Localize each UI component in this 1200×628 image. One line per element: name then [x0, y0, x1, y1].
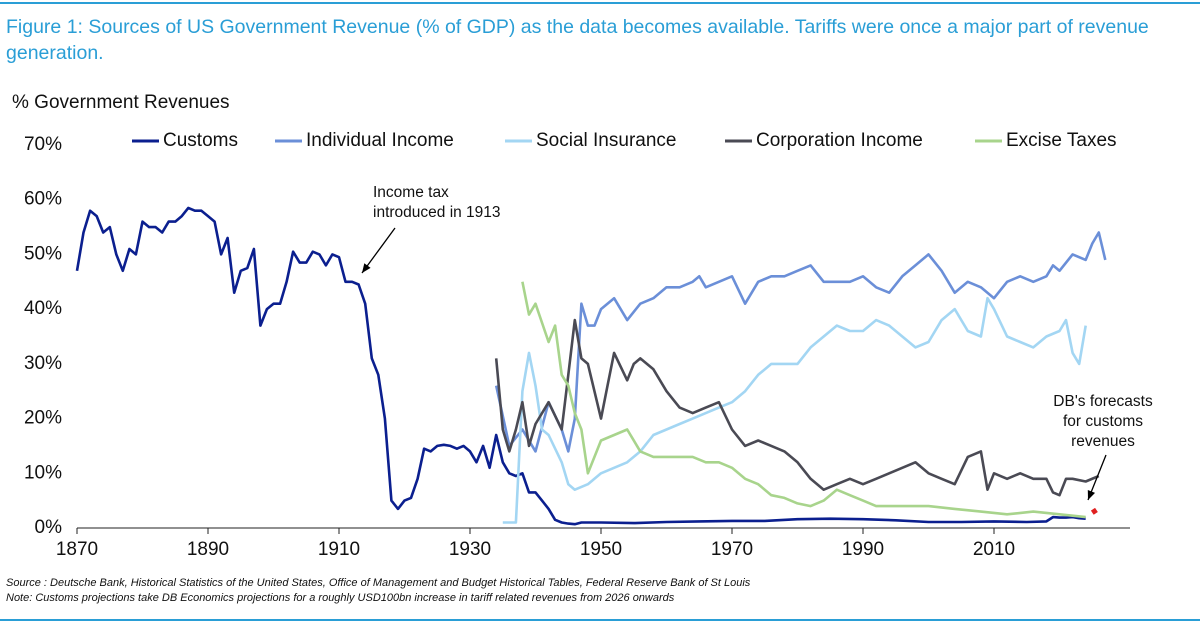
series-line [521, 281, 1086, 519]
y-tick-label: 40% [24, 298, 62, 319]
annotation: for customs [1063, 413, 1143, 430]
annotation: DB's forecasts [1053, 393, 1153, 410]
series-line [502, 296, 1087, 524]
forecast-line [1090, 506, 1101, 515]
legend-label: Excise Taxes [1006, 130, 1117, 151]
y-tick-label: 50% [24, 243, 62, 264]
annotation-arrow [361, 227, 396, 274]
x-tick-label: 1890 [187, 539, 229, 560]
arrow-head [362, 263, 371, 273]
y-tick-label: 70% [24, 134, 62, 155]
legend-label: Customs [163, 130, 238, 151]
x-tick-label: 1990 [842, 539, 884, 560]
x-tick-label: 1970 [711, 539, 753, 560]
source: Source : Deutsche Bank, Historical Stati… [6, 577, 751, 589]
x-tick-label: 1910 [318, 539, 360, 560]
x-tick-label: 1870 [56, 539, 98, 560]
legend-label: Social Insurance [536, 130, 676, 151]
y-tick-label: 10% [24, 462, 62, 483]
y-tick-label: 0% [35, 517, 63, 538]
x-tick-label: 2010 [973, 539, 1015, 560]
series-line [494, 318, 1100, 497]
x-tick-label: 1950 [580, 539, 622, 560]
y-axis-label: % Government Revenues [12, 92, 230, 113]
chart-title: Figure 1: Sources of US Government Reven… [6, 16, 1149, 64]
y-tick-label: 30% [24, 353, 62, 374]
annotation: revenues [1071, 433, 1135, 450]
arrow-head [1087, 490, 1096, 500]
legend-label: Corporation Income [756, 130, 923, 151]
annotation: Income tax [373, 184, 449, 201]
series-line [494, 231, 1107, 453]
y-tick-label: 60% [24, 189, 62, 210]
y-tick-label: 20% [24, 408, 62, 429]
x-tick-label: 1930 [449, 539, 491, 560]
note: Note: Customs projections take DB Econom… [6, 592, 675, 604]
series-line [75, 206, 1086, 526]
legend-label: Individual Income [306, 130, 454, 151]
annotation: introduced in 1913 [373, 204, 501, 221]
